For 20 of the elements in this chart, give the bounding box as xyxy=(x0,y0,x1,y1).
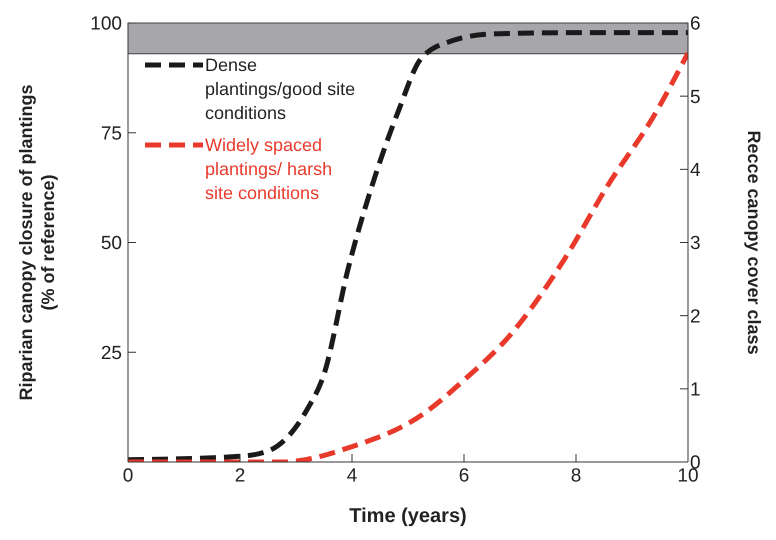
y2-tick-label: 4 xyxy=(690,160,701,182)
y-tick-label: 50 xyxy=(100,233,122,254)
y-axis-title: Riparian canopy closure of plantings (% of reference) xyxy=(16,84,58,401)
legend-label: Dense plantings/good site conditions xyxy=(205,54,356,125)
x-tick-label: 2 xyxy=(234,465,246,486)
y2-tick-label: 3 xyxy=(690,233,701,254)
x-tick-label: 4 xyxy=(346,465,358,486)
y2-axis-title: Recce canopy cover class xyxy=(744,130,764,355)
x-axis-title: Time (years) xyxy=(349,505,467,527)
y2-tick-label: 5 xyxy=(690,86,701,108)
legend-label: Widely spaced plantings/ harsh site conditions xyxy=(205,134,334,205)
x-tick-label: 8 xyxy=(570,465,582,486)
y2-tick-label: 6 xyxy=(690,14,701,35)
y-tick-label: 25 xyxy=(100,342,122,364)
y-tick-label: 75 xyxy=(100,123,122,144)
y2-tick-label: 2 xyxy=(690,306,701,328)
y-tick-label: 100 xyxy=(90,14,122,35)
y2-tick-label: 1 xyxy=(690,380,701,401)
x-tick-label: 6 xyxy=(458,465,470,486)
x-tick-label: 0 xyxy=(122,465,134,486)
